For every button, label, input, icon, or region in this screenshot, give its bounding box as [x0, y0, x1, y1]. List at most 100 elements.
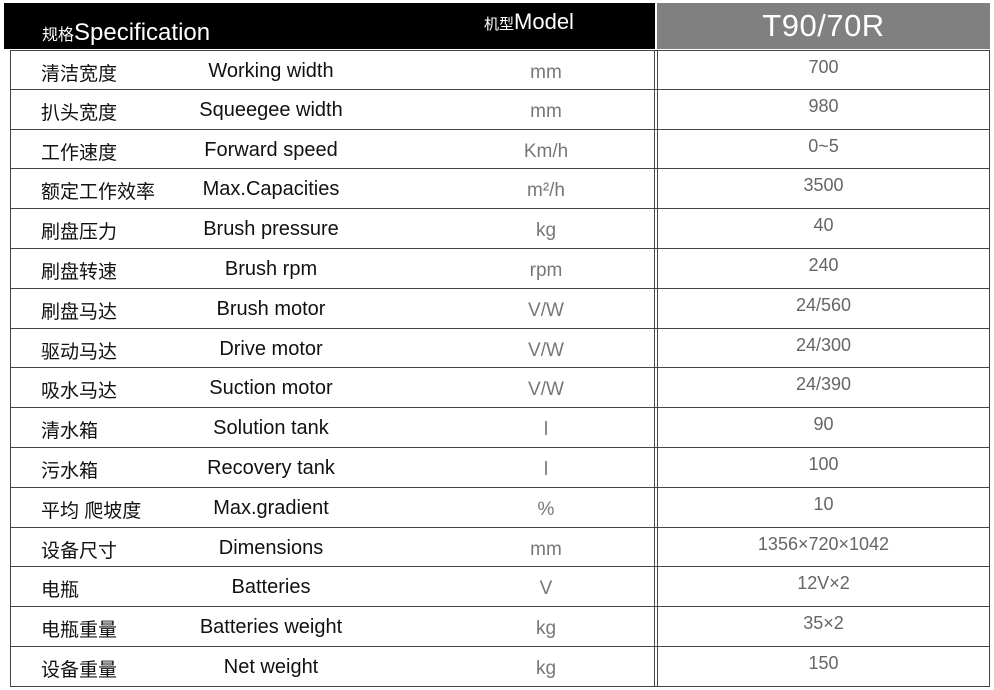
spec-name-en: Brush pressure	[203, 218, 339, 241]
spec-value: 1356×720×1042	[757, 533, 890, 554]
spec-value: 24/560	[795, 294, 852, 315]
table-row: 扒头宽度 Squeegee width mm 980	[10, 89, 990, 130]
value-cell: 0~5	[657, 129, 990, 169]
table-row: 电瓶重量 Batteries weight kg 35×2	[10, 607, 990, 647]
spec-cell: 吸水马达 Suction motor V/W	[10, 368, 655, 408]
spec-value: 3500	[803, 175, 844, 196]
spec-table: 清洁宽度 Working width mm 700 扒头宽度 Squeegee width…	[10, 50, 990, 687]
spec-column-header: 规格Specification	[42, 19, 210, 47]
value-cell: 1356×720×1042	[657, 527, 990, 567]
value-cell: 980	[657, 89, 990, 129]
spec-value: 0~5	[808, 135, 839, 156]
spec-cell: 刷盘转速 Brush rpm rpm	[10, 248, 655, 288]
spec-cell: 清水箱 Solution tank l	[10, 408, 655, 447]
spec-value: 150	[808, 652, 839, 673]
spec-cell: 工作速度 Forward speed Km/h	[10, 129, 655, 169]
spec-value: 90	[813, 414, 834, 435]
spec-unit: mm	[530, 62, 562, 83]
spec-value: 10	[813, 493, 834, 514]
spec-name-en: Dimensions	[218, 536, 324, 559]
spec-cell: 电瓶 Batteries V	[10, 567, 655, 607]
table-header-left: 规格Specification 机型Model	[4, 3, 655, 49]
spec-name-en: Net weight	[223, 655, 319, 678]
spec-cell: 设备尺寸 Dimensions mm	[10, 527, 655, 567]
spec-name-cn: 刷盘压力	[41, 222, 118, 244]
spec-cell: 电瓶重量 Batteries weight kg	[10, 607, 655, 646]
spec-value: 24/300	[795, 334, 852, 355]
spec-name-en: Brush motor	[216, 297, 326, 320]
table-row: 工作速度 Forward speed Km/h 0~5	[10, 129, 990, 170]
value-cell: 24/300	[657, 328, 990, 368]
value-cell: 100	[657, 447, 990, 487]
spec-name-cn: 平均 爬坡度	[41, 500, 142, 522]
spec-name-cn: 额定工作效率	[41, 182, 156, 204]
table-row: 清洁宽度 Working width mm 700	[10, 50, 990, 90]
model-header-en: Model	[514, 9, 574, 34]
spec-unit: rpm	[529, 259, 563, 281]
spec-cell: 扒头宽度 Squeegee width mm	[10, 89, 655, 129]
spec-name-cn: 扒头宽度	[41, 102, 118, 124]
spec-unit: kg	[535, 657, 557, 679]
spec-cell: 清洁宽度 Working width mm	[10, 51, 655, 89]
spec-name-cn: 工作速度	[41, 142, 118, 164]
spec-value: 35×2	[803, 613, 844, 634]
spec-header-cn: 规格	[42, 27, 75, 44]
spec-unit: Km/h	[523, 140, 569, 162]
spec-name-cn: 设备重量	[41, 659, 118, 681]
spec-unit: l	[543, 419, 549, 441]
spec-value: 700	[808, 57, 839, 77]
spec-unit: kg	[535, 220, 557, 242]
table-row: 刷盘马达 Brush motor V/W 24/560	[10, 288, 990, 329]
spec-name-cn: 清水箱	[41, 421, 99, 443]
spec-name-cn: 污水箱	[41, 460, 99, 482]
value-cell: 90	[657, 408, 990, 447]
value-cell: 35×2	[657, 607, 990, 646]
spec-name-en: Max.gradient	[213, 496, 329, 519]
value-cell: 240	[657, 248, 990, 288]
model-name: T90/70R	[762, 8, 885, 43]
spec-unit: V/W	[528, 379, 564, 401]
spec-name-en: Solution tank	[213, 417, 329, 440]
model-header-cn: 机型	[484, 16, 515, 33]
spec-cell: 平均 爬坡度 Max.gradient%	[10, 487, 655, 527]
spec-name-cn: 电瓶重量	[41, 620, 118, 642]
value-cell: 40	[657, 209, 990, 248]
spec-name-en: Squeegee width	[199, 98, 343, 121]
table-row: 刷盘压力 Brush pressure kg 40	[10, 209, 990, 249]
table-row: 设备尺寸 Dimensions mm 1356×720×1042	[10, 527, 990, 568]
table-row: 额定工作效率 Max.Capacities m²/h 3500	[10, 169, 990, 210]
value-cell: 24/390	[657, 368, 990, 408]
spec-cell: 刷盘马达 Brush motor V/W	[10, 288, 655, 328]
table-row: 设备重量 Net weight kg 150	[10, 646, 990, 687]
spec-name-cn: 驱动马达	[41, 341, 118, 363]
spec-cell: 驱动马达 Drive motor V/W	[10, 328, 655, 368]
spec-cell: 设备重量 Net weight kg	[10, 646, 655, 686]
spec-unit: mm	[530, 538, 562, 560]
table-row: 驱动马达 Drive motor V/W 24/300	[10, 328, 990, 369]
spec-name-en: Forward speed	[204, 138, 338, 161]
spec-unit: V/W	[528, 299, 564, 321]
spec-cell: 刷盘压力 Brush pressure kg	[10, 209, 655, 248]
table-row: 刷盘转速 Brush rpm rpm 240	[10, 248, 990, 289]
value-cell: 24/560	[657, 288, 990, 328]
value-cell: 700	[657, 51, 990, 89]
value-cell: 10	[657, 487, 990, 527]
spec-unit: m²/h	[527, 180, 565, 202]
spec-unit: mm	[530, 100, 562, 122]
value-cell: 150	[657, 646, 990, 686]
spec-header-en: Specification	[74, 19, 211, 46]
table-row: 污水箱 Recovery tank l 100	[10, 447, 990, 488]
spec-unit: V/W	[528, 339, 564, 361]
spec-name-en: Batteries	[231, 576, 311, 599]
spec-unit: %	[537, 498, 555, 520]
spec-unit: V	[539, 578, 553, 600]
value-cell: 3500	[657, 169, 990, 209]
table-row: 吸水马达 Suction motor V/W 24/390	[10, 368, 990, 409]
spec-name-cn: 吸水马达	[41, 381, 118, 403]
table-row: 清水箱 Solution tank l 90	[10, 408, 990, 448]
spec-name-cn: 清洁宽度	[41, 64, 118, 85]
spec-name-en: Max.Capacities	[202, 178, 340, 201]
table-row: 电瓶 Batteries V 12V×2	[10, 567, 990, 608]
spec-cell: 污水箱 Recovery tank l	[10, 447, 655, 487]
spec-name-en: Drive motor	[219, 337, 323, 360]
